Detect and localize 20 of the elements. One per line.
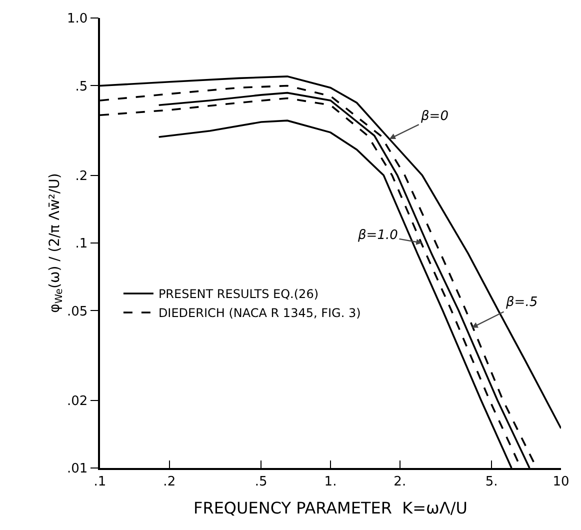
annotation: β=.5 xyxy=(505,295,538,310)
legend-label: DIEDERICH (NACA R 1345, FIG. 3) xyxy=(158,306,361,320)
y-tick-label: .5 xyxy=(75,79,88,94)
y-tick-label: .01 xyxy=(66,462,88,477)
x-tick-label: 5. xyxy=(485,474,498,490)
x-tick-label: .2 xyxy=(163,474,176,490)
legend-label: PRESENT RESULTS EQ.(26) xyxy=(158,287,319,302)
x-tick-label: .1 xyxy=(94,474,106,490)
y-tick-label: .02 xyxy=(66,394,88,409)
x-tick-label: .5 xyxy=(254,474,268,490)
annotation: β=0 xyxy=(420,109,448,124)
x-tick-label: 10 xyxy=(552,474,570,490)
y-tick-label: .05 xyxy=(66,304,88,320)
y-tick-label: .2 xyxy=(75,168,88,184)
annotation: β=1.0 xyxy=(357,228,398,243)
y-tick-label: 1.0 xyxy=(66,12,88,27)
y-tick-label: .1 xyxy=(75,236,88,252)
x-tick-label: 2. xyxy=(394,474,406,490)
x-axis-title: FREQUENCY PARAMETER K=ωΛ/U xyxy=(194,498,468,518)
x-tick-label: 1. xyxy=(324,474,337,490)
